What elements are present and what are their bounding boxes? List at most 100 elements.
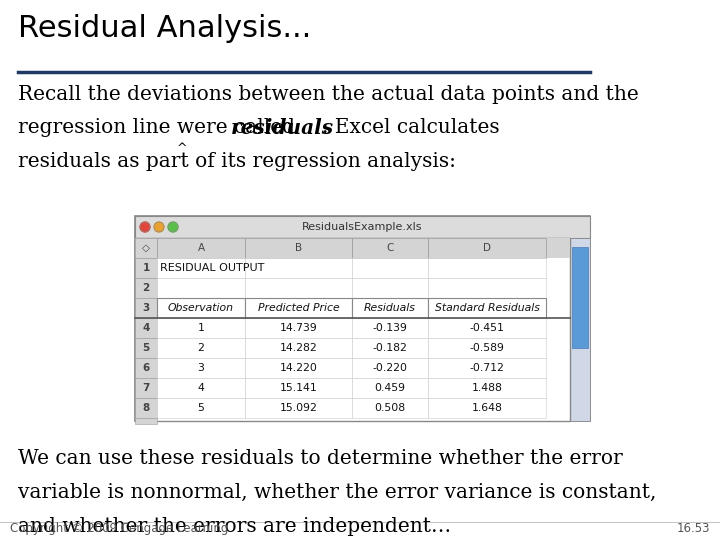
Bar — [572, 247, 588, 348]
Text: Standard Residuals: Standard Residuals — [435, 303, 539, 313]
Bar — [428, 318, 546, 338]
Bar — [245, 258, 352, 278]
Text: 0.459: 0.459 — [374, 383, 405, 393]
Bar — [245, 318, 352, 338]
Text: 5: 5 — [197, 403, 204, 413]
Text: 0.508: 0.508 — [374, 403, 405, 413]
Text: 1: 1 — [197, 323, 204, 333]
Bar — [352, 278, 428, 298]
Bar — [157, 238, 245, 258]
Bar — [245, 398, 352, 418]
Bar — [352, 318, 428, 338]
Circle shape — [168, 222, 178, 232]
Bar — [428, 358, 546, 378]
Bar — [245, 278, 352, 298]
Text: -0.712: -0.712 — [469, 363, 505, 373]
Bar — [428, 298, 546, 318]
Bar — [135, 278, 157, 298]
Bar — [428, 398, 546, 418]
Bar — [157, 258, 245, 278]
Text: -0.182: -0.182 — [372, 343, 408, 353]
Text: variable is nonnormal, whether the error variance is constant,: variable is nonnormal, whether the error… — [18, 483, 657, 502]
Bar — [352, 298, 428, 318]
Bar — [352, 258, 428, 278]
Bar — [135, 338, 157, 358]
Bar — [157, 338, 245, 358]
Text: -0.451: -0.451 — [469, 323, 505, 333]
Bar — [245, 238, 352, 258]
Bar — [135, 298, 157, 318]
Bar — [135, 418, 157, 424]
Bar — [245, 378, 352, 398]
Text: Residuals: Residuals — [364, 303, 416, 313]
Text: 1.648: 1.648 — [472, 403, 503, 413]
Text: 7: 7 — [143, 383, 150, 393]
Text: ResidualsExample.xls: ResidualsExample.xls — [302, 222, 423, 232]
Bar — [157, 378, 245, 398]
Text: -0.589: -0.589 — [469, 343, 505, 353]
Bar — [352, 398, 428, 418]
Bar — [428, 378, 546, 398]
Circle shape — [154, 222, 164, 232]
Bar — [570, 238, 590, 421]
Text: A: A — [197, 243, 204, 253]
Text: 14.220: 14.220 — [279, 363, 318, 373]
Text: 6: 6 — [143, 363, 150, 373]
Text: B: B — [295, 243, 302, 253]
Text: Observation: Observation — [168, 303, 234, 313]
Text: ^: ^ — [177, 142, 187, 155]
Text: C: C — [387, 243, 394, 253]
Text: 2: 2 — [143, 283, 150, 293]
Bar — [352, 378, 428, 398]
Bar — [428, 258, 546, 278]
Bar — [135, 318, 157, 338]
Text: Predicted Price: Predicted Price — [258, 303, 339, 313]
Bar — [352, 358, 428, 378]
Bar — [352, 338, 428, 358]
Bar — [135, 258, 157, 278]
Bar — [428, 338, 546, 358]
Text: Copyright © 2009 Cengage Learning: Copyright © 2009 Cengage Learning — [10, 522, 228, 535]
Text: D: D — [483, 243, 491, 253]
Bar — [245, 338, 352, 358]
Bar — [135, 238, 570, 258]
Text: 4: 4 — [197, 383, 204, 393]
Text: 14.739: 14.739 — [279, 323, 318, 333]
Text: -0.220: -0.220 — [372, 363, 408, 373]
Bar — [352, 238, 428, 258]
Bar — [135, 378, 157, 398]
Text: 3: 3 — [197, 363, 204, 373]
Text: 15.141: 15.141 — [279, 383, 318, 393]
Text: 1: 1 — [143, 263, 150, 273]
Text: -0.139: -0.139 — [372, 323, 408, 333]
Circle shape — [140, 222, 150, 232]
Text: ◇: ◇ — [142, 243, 150, 253]
Text: and whether the errors are independent…: and whether the errors are independent… — [18, 517, 451, 536]
Text: residuals as part of its regression analysis:: residuals as part of its regression anal… — [18, 152, 456, 171]
Text: 8: 8 — [143, 403, 150, 413]
Bar — [157, 278, 245, 298]
Bar — [428, 278, 546, 298]
Bar — [135, 216, 590, 421]
Bar — [135, 398, 157, 418]
Text: 3: 3 — [143, 303, 150, 313]
Text: 5: 5 — [143, 343, 150, 353]
Text: 16.53: 16.53 — [677, 522, 710, 535]
Bar — [135, 238, 157, 258]
Bar — [157, 298, 245, 318]
Text: 15.092: 15.092 — [279, 403, 318, 413]
Text: . Excel calculates: . Excel calculates — [322, 118, 500, 137]
Bar — [135, 216, 590, 238]
Bar — [245, 298, 352, 318]
Text: regression line were called: regression line were called — [18, 118, 302, 137]
Text: 1.488: 1.488 — [472, 383, 503, 393]
Bar — [135, 238, 570, 421]
Text: 14.282: 14.282 — [279, 343, 318, 353]
Bar — [157, 358, 245, 378]
Text: 2: 2 — [197, 343, 204, 353]
Bar — [157, 398, 245, 418]
Bar — [157, 318, 245, 338]
Bar — [135, 358, 157, 378]
Bar — [428, 238, 546, 258]
Text: residuals: residuals — [231, 118, 334, 138]
